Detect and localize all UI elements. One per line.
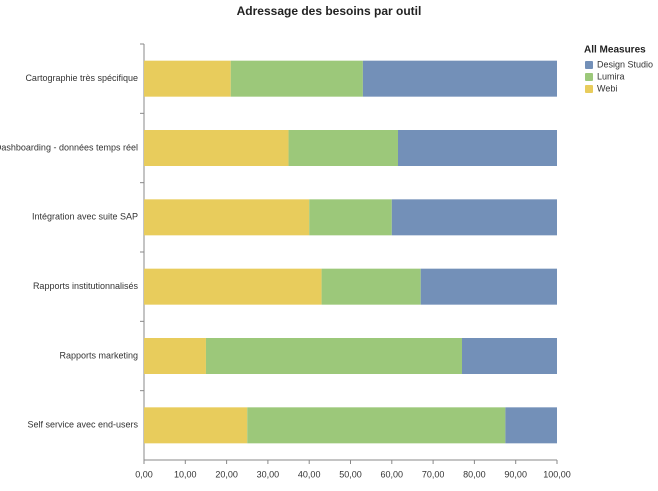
bar-segment <box>288 130 398 166</box>
legend-swatch <box>585 73 593 81</box>
bar-segment <box>362 60 557 97</box>
bar-segment <box>420 268 557 305</box>
bar-segment <box>144 199 310 236</box>
legend-title: All Measures <box>584 45 646 56</box>
x-tick-label: 60,00 <box>381 469 404 479</box>
bar-segment <box>144 130 289 166</box>
bar-segment <box>391 199 557 236</box>
bar-segment <box>144 60 231 97</box>
bar-segment <box>205 338 463 374</box>
legend-label: Lumira <box>597 71 625 81</box>
x-tick-label: 20,00 <box>215 469 238 479</box>
y-tick-label: Rapports institutionnalisés <box>33 281 139 291</box>
legend-label: Webi <box>597 83 617 93</box>
y-tick-label: Self service avec end-users <box>27 420 138 430</box>
x-tick-label: 0,00 <box>135 469 153 479</box>
y-tick-label: Intégration avec suite SAP <box>32 212 138 222</box>
x-tick-label: 100,00 <box>543 469 571 479</box>
bar-segment <box>397 130 557 166</box>
x-tick-label: 70,00 <box>422 469 445 479</box>
x-tick-label: 30,00 <box>257 469 280 479</box>
x-tick-label: 80,00 <box>463 469 486 479</box>
x-tick-label: 50,00 <box>339 469 362 479</box>
bar-segment <box>144 407 248 444</box>
bar-segment <box>247 407 506 444</box>
bar-segment <box>462 338 557 374</box>
y-tick-label: Rapports marketing <box>59 350 138 360</box>
bar-segment <box>321 268 421 305</box>
bar-segment <box>230 60 363 97</box>
y-tick-label: Dashboarding - données temps réel <box>0 142 138 152</box>
bar-segment <box>144 338 206 374</box>
x-tick-label: 10,00 <box>174 469 197 479</box>
y-tick-label: Cartographie très spécifique <box>25 73 138 83</box>
legend-swatch <box>585 85 593 93</box>
x-tick-label: 90,00 <box>504 469 527 479</box>
bar-segment <box>309 199 392 236</box>
bar-segment <box>505 407 557 444</box>
bar-segment <box>144 268 322 305</box>
legend-label: Design Studio <box>597 59 653 69</box>
chart-title: Adressage des besoins par outil <box>237 4 422 18</box>
x-tick-label: 40,00 <box>298 469 321 479</box>
legend-swatch <box>585 61 593 69</box>
